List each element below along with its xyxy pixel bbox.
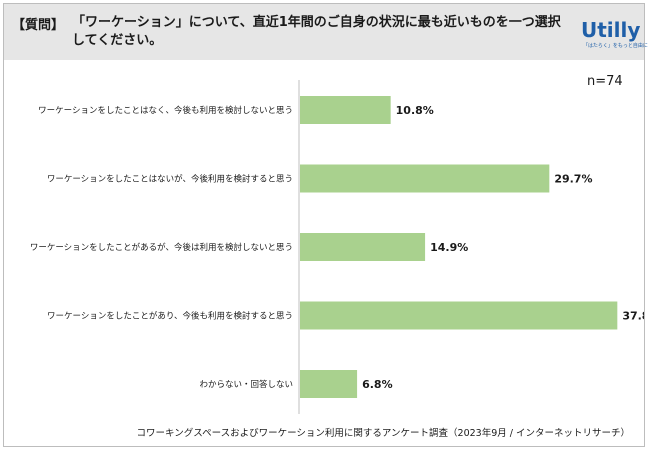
- question-text: 「ワーケーション」について、直近1年間のご自身の状況に最も近いものを一つ選択して…: [72, 15, 561, 48]
- chart-frame: 【質問】 「ワーケーション」について、直近1年間のご自身の状況に最も近いものを一…: [3, 3, 648, 447]
- category-label-5: わからない・回答しない: [199, 379, 293, 390]
- utilly-logo: Utilly 「はたらく」をもっと自由に: [581, 18, 648, 52]
- question-header: 【質問】 「ワーケーション」について、直近1年間のご自身の状況に最も近いものを一…: [4, 4, 648, 60]
- bar-chart: ワーケーションをしたことはなく、今後も利用を検討しないと思う 10.8% ワーケーシ…: [30, 80, 644, 414]
- value-label-5: 6.8%: [362, 378, 393, 391]
- question-tag: 【質問】: [12, 18, 65, 33]
- value-label-3: 14.9%: [430, 241, 468, 254]
- category-label-1: ワーケーションをしたことはなく、今後も利用を検討しないと思う: [38, 105, 293, 116]
- sample-size: n=74: [587, 74, 623, 89]
- category-label-4: ワーケーションをしたことがあり、今後も利用を検討すると思う: [47, 311, 293, 322]
- bar-2: [300, 164, 550, 193]
- value-label-2: 29.7%: [554, 173, 592, 186]
- logo-tagline: 「はたらく」をもっと自由に: [583, 43, 648, 49]
- category-label-3: ワーケーションをしたことがあるが、今後は利用を検討しないと思う: [30, 242, 293, 253]
- value-label-1: 10.8%: [396, 104, 434, 117]
- bar-1: [300, 96, 391, 124]
- bar-3: [300, 233, 426, 261]
- value-label-4: 37.8%: [622, 310, 644, 323]
- category-label-2: ワーケーションをしたことはないが、今後利用を検討すると思う: [47, 174, 293, 185]
- bar-5: [300, 370, 358, 398]
- logo-name: Utilly: [581, 18, 641, 42]
- source-footnote: コワーキングスペースおよびワーケーション利用に関するアンケート調査（2023年9…: [136, 428, 630, 439]
- bar-4: [300, 301, 618, 330]
